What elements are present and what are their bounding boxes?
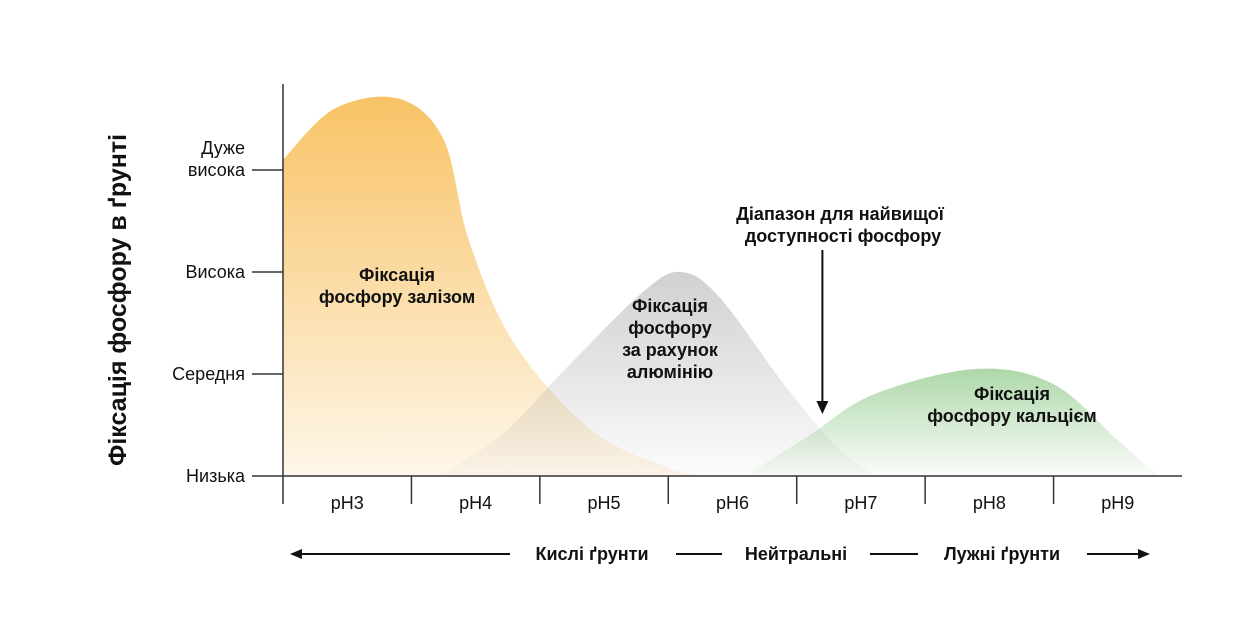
soil-scale: Кислі ґрунти Нейтральні Лужні ґрунти [290,544,1150,564]
series-areas [283,96,1157,476]
annotation-line-1: Діапазон для найвищої [736,204,945,224]
series-label-2: за рахунок [622,340,719,360]
area-series-1 [283,96,707,476]
x-tick-label-ph5: pH5 [588,493,621,513]
x-ticks: pH3 pH4 pH5 pH6 pH7 pH8 pH9 [282,476,1134,513]
series-label-2: фосфору [628,318,712,338]
x-tick-label-ph9: pH9 [1101,493,1134,513]
annotation: Діапазон для найвищої доступності фосфор… [736,204,945,414]
annotation-line-2: доступності фосфору [745,226,941,246]
y-tick-label: Висока [185,262,246,282]
x-tick-label-ph6: pH6 [716,493,749,513]
scale-arrow-right [1138,549,1150,559]
scale-label-acid: Кислі ґрунти [535,544,648,564]
series-label-3: фосфору кальцієм [927,406,1096,426]
y-tick-label: Середня [172,364,245,384]
area-series-3 [745,368,1157,476]
y-tick-label: висока [188,160,246,180]
scale-label-alkaline: Лужні ґрунти [944,544,1060,564]
series-label-1: фосфору залізом [319,287,475,307]
y-axis-title: Фіксація фосфору в ґрунті [104,134,132,466]
y-tick-label: Низька [186,466,246,486]
x-tick-label-ph4: pH4 [459,493,492,513]
series-label-1: Фіксація [359,265,435,285]
series-label-2: алюмінію [627,362,713,382]
series-label-2: Фіксація [632,296,708,316]
annotation-arrow-head [816,401,829,414]
y-tick-label: Дуже [201,138,245,158]
x-tick-label-ph3: pH3 [331,493,364,513]
area-series-2 [437,271,874,476]
x-tick-label-ph8: pH8 [973,493,1006,513]
scale-arrow-left [290,549,302,559]
x-tick-label-ph7: pH7 [844,493,877,513]
series-label-3: Фіксація [974,384,1050,404]
scale-label-neutral: Нейтральні [745,544,847,564]
